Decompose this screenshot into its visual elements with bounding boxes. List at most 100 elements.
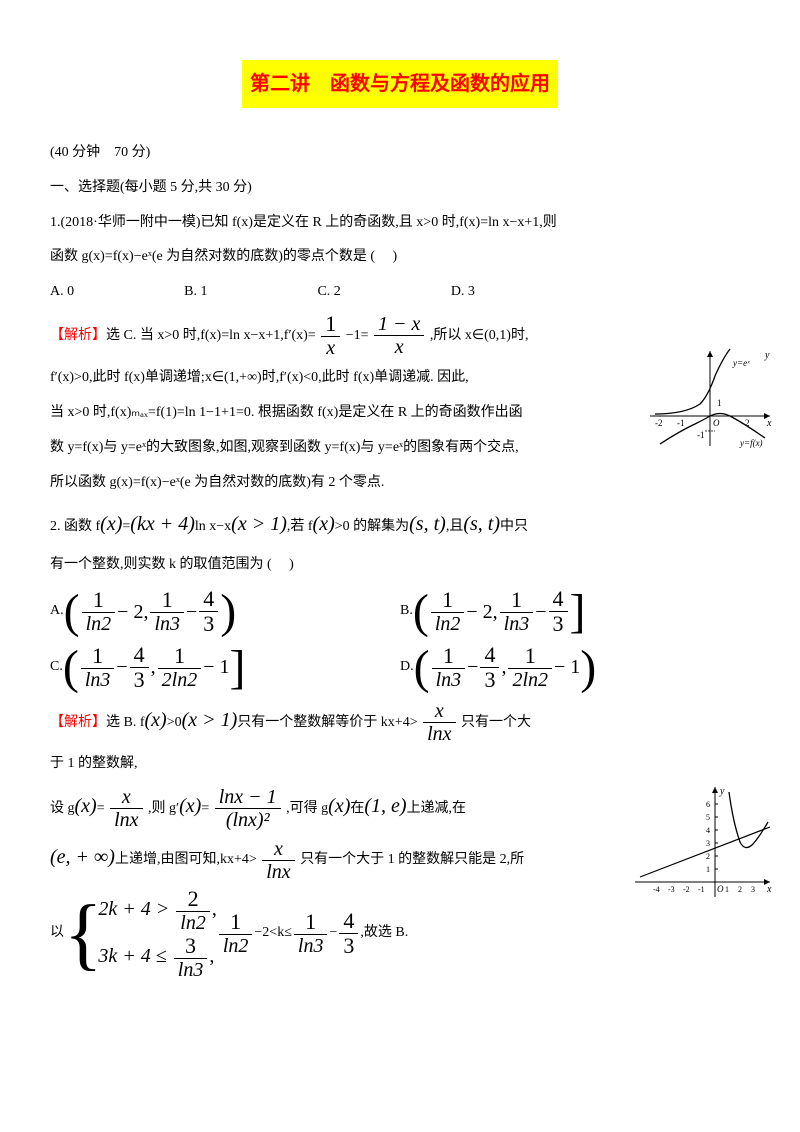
q1-analysis-2: f′(x)>0,此时 f(x)单调递增;x∈(1,+∞)时,f′(x)<0,此时… <box>50 363 610 394</box>
q2-mid4: ,且 <box>446 519 464 534</box>
q1-opt-c: C. 2 <box>317 277 340 308</box>
q2-int2: (e, + ∞) <box>50 846 115 868</box>
q2-ans-head: 选 B. f <box>106 715 145 730</box>
q2-int1: (1, e) <box>364 795 406 817</box>
svg-text:x: x <box>766 418 772 429</box>
analysis-label: 【解析】 <box>50 328 106 343</box>
q1-mid1: −1= <box>346 328 369 343</box>
q2-kx4: (kx + 4) <box>130 513 195 535</box>
q2-final-mid: −2<k≤ <box>254 918 291 949</box>
q2-final-f1: 1ln2 <box>219 910 253 957</box>
svg-text:2: 2 <box>706 852 710 861</box>
q2-final-f3: 43 <box>339 909 358 958</box>
q2-final-end: ,故选 B. <box>360 918 408 949</box>
q1-graph: y x O 1 2 -1 -2 -1 y=eˣ y=f(x) <box>645 346 775 451</box>
q2-mid1: ln x−x <box>195 519 231 534</box>
svg-text:3: 3 <box>706 839 710 848</box>
q2-d-label: D. <box>400 652 414 683</box>
section-heading: 一、选择题(每小题 5 分,共 30 分) <box>50 173 750 204</box>
svg-text:-2: -2 <box>655 418 663 428</box>
q1-analysis-3: 当 x>0 时,f(x)ₘₐₓ=f(1)=ln 1−1+1=0. 根据函数 f(… <box>50 398 610 429</box>
q1-tail1: ,所以 x∈(0,1)时, <box>430 328 529 343</box>
q2-stem-1: 2. 函数 f(x)=(kx + 4)ln x−x(x > 1),若 f(x)>… <box>50 502 750 546</box>
q2-dec: 上递减,在 <box>407 801 467 816</box>
q2-frac-gx1: xlnx <box>423 700 455 745</box>
svg-text:5: 5 <box>706 813 710 822</box>
q2-frac-gp: lnx − 1(lnx)² <box>215 786 281 831</box>
q2-ans-mid2: 只有一个整数解等价于 kx+4> <box>237 715 417 730</box>
q2-analysis-2: 于 1 的整数解, <box>50 749 750 780</box>
svg-text:y=f(x): y=f(x) <box>739 438 763 448</box>
q2-opt-a: A. ( 1ln2 − 2, 1ln3 − 43 ) <box>50 587 400 636</box>
q2-only: 只有一个大于 1 的整数解只能是 2,所 <box>300 852 524 867</box>
q1-analysis-5: 所以函数 g(x)=f(x)−eˣ(e 为自然对数的底数)有 2 个零点. <box>50 468 750 499</box>
timing-info: (40 分钟 70 分) <box>50 138 750 169</box>
title-wrap: 第二讲 函数与方程及函数的应用 <box>50 60 750 128</box>
page-title: 第二讲 函数与方程及函数的应用 <box>242 60 558 108</box>
q2-mid5: 中只 <box>500 519 528 534</box>
svg-text:-1: -1 <box>697 430 705 440</box>
q1-stem-1: 1.(2018·华师一附中一模)已知 f(x)是定义在 R 上的奇函数,且 x>… <box>50 208 750 239</box>
q2-st2: (s, t) <box>463 513 500 535</box>
svg-text:1: 1 <box>725 885 729 894</box>
analysis-label-2: 【解析】 <box>50 715 106 730</box>
svg-text:-1: -1 <box>677 418 685 428</box>
svg-text:6: 6 <box>706 800 710 809</box>
q2-ans-tail1: 只有一个大 <box>461 715 531 730</box>
q2-mid2: ,若 f <box>287 519 313 534</box>
q2-ans-fx: (x) <box>145 709 167 731</box>
q1-opt-a: A. 0 <box>50 277 74 308</box>
q1-opt-d: D. 3 <box>451 277 475 308</box>
svg-text:-1: -1 <box>698 885 705 894</box>
q2-ans-xgt1: (x > 1) <box>182 709 238 731</box>
q2-stem-2: 有一个整数,则实数 k 的取值范围为 ( ) <box>50 550 750 581</box>
svg-text:O: O <box>717 884 724 894</box>
svg-text:O: O <box>713 418 720 428</box>
q2-options-row1: A. ( 1ln2 − 2, 1ln3 − 43 ) B. ( 1ln2 − 2… <box>50 587 750 636</box>
svg-text:1: 1 <box>706 865 710 874</box>
q2-xgt1: (x > 1) <box>231 513 287 535</box>
q2-gpx-fx: (x) <box>179 795 201 817</box>
q2-a-label: A. <box>50 596 64 627</box>
svg-text:-3: -3 <box>668 885 675 894</box>
svg-text:4: 4 <box>706 826 710 835</box>
q2-head: 2. 函数 f <box>50 519 100 534</box>
q2-setg: 设 g <box>50 801 75 816</box>
svg-text:x: x <box>766 884 772 895</box>
svg-text:3: 3 <box>751 885 755 894</box>
svg-text:2: 2 <box>738 885 742 894</box>
q2-st1: (s, t) <box>409 513 446 535</box>
q2-b-label: B. <box>400 596 413 627</box>
q2-gx-fx: (x) <box>75 795 97 817</box>
q2-graph: y x O 1 2 3 4 5 6 1 2 3 -1 -2 -3 -4 <box>630 782 775 902</box>
brace-icon: { <box>64 914 102 954</box>
svg-text:-4: -4 <box>653 885 660 894</box>
q1-frac-2: 1 − xx <box>374 313 424 358</box>
q2-opt-b: B. ( 1ln2 − 2, 1ln3 − 43 ] <box>400 587 750 636</box>
q2-analysis-3: 设 g(x)= xlnx ,则 g′(x)= lnx − 1(lnx)² ,可得… <box>50 784 600 831</box>
q1-opt-b: B. 1 <box>184 277 207 308</box>
q1-analysis-4: 数 y=f(x)与 y=eˣ的大致图象,如图,观察到函数 y=f(x)与 y=e… <box>50 433 610 464</box>
q1-ans-head: 选 C. 当 x>0 时,f(x)=ln x−x+1,f′(x)= <box>106 328 316 343</box>
svg-text:-2: -2 <box>683 885 690 894</box>
q1-options: A. 0 B. 1 C. 2 D. 3 <box>50 277 750 308</box>
q2-c-label: C. <box>50 652 63 683</box>
q1-frac-1: 1x <box>321 312 340 359</box>
q1-stem-2: 函数 g(x)=f(x)−eˣ(e 为自然对数的底数)的零点个数是 ( ) <box>50 242 750 273</box>
q2-frac-gx3: xlnx <box>262 838 294 883</box>
q2-yi: 以 <box>50 918 64 949</box>
q2-eq3: = <box>201 801 209 816</box>
svg-text:y: y <box>719 786 725 797</box>
q2-fx2: (x) <box>313 513 335 535</box>
q2-final-f2: 1ln3 <box>294 910 328 957</box>
q2-eq2: = <box>97 801 105 816</box>
q2-opt-c: C. ( 1ln3 − 43, 12ln2 − 1 ] <box>50 643 400 692</box>
svg-text:1: 1 <box>717 398 722 408</box>
q2-options-row2: C. ( 1ln3 − 43, 12ln2 − 1 ] D. ( 1ln3 − … <box>50 643 750 692</box>
q2-fx1: (x) <box>100 513 122 535</box>
q2-ans-mid1: >0 <box>167 715 182 730</box>
q2-mid3: >0 的解集为 <box>335 519 409 534</box>
svg-text:y: y <box>764 350 770 361</box>
q2-in1: 在 <box>350 801 364 816</box>
q2-gx-fx2: (x) <box>328 795 350 817</box>
